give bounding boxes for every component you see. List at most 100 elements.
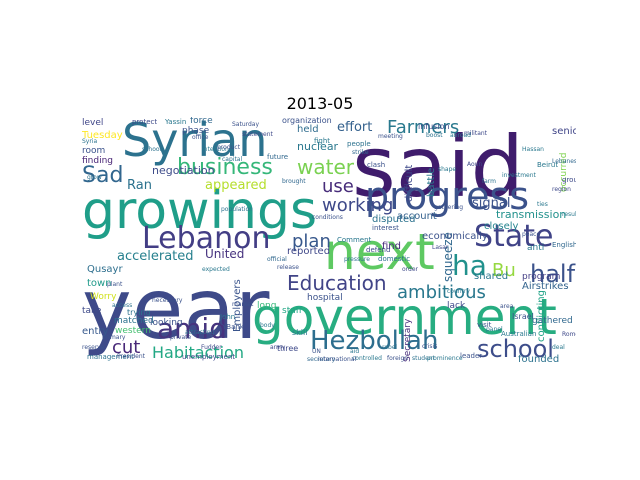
cloud-word: unemployment xyxy=(182,353,236,361)
cloud-word: nuclear xyxy=(297,140,339,153)
cloud-word: expected xyxy=(202,266,230,273)
cloud-word: program xyxy=(522,272,561,282)
cloud-word: long xyxy=(257,301,277,311)
figure-title: 2013-05 xyxy=(286,94,354,113)
cloud-word: foreign xyxy=(387,355,409,362)
cloud-word: product xyxy=(217,144,241,151)
cloud-word: rebel xyxy=(382,344,398,351)
cloud-word: strike xyxy=(352,149,369,156)
cloud-word: Hezbollah xyxy=(310,326,439,356)
cloud-word: Farmers xyxy=(387,117,460,138)
cloud-word: shared xyxy=(474,271,509,282)
cloud-word: Rome xyxy=(562,331,576,338)
cloud-word: English xyxy=(552,241,576,249)
cloud-word: level xyxy=(82,118,104,128)
cloud-word: people xyxy=(347,140,371,148)
cloud-word: year xyxy=(82,260,270,358)
cloud-word: ha xyxy=(452,249,487,282)
cloud-word: staff xyxy=(282,306,302,316)
cloud-word: growings xyxy=(82,181,318,241)
cloud-word: future xyxy=(267,153,289,161)
cloud-word: intention xyxy=(202,146,229,153)
cloud-word: Sad xyxy=(82,163,124,188)
cloud-word: plant xyxy=(107,281,123,288)
cloud-word: secretary xyxy=(307,356,336,363)
cloud-word: international xyxy=(318,356,357,363)
cloud-word: capital xyxy=(222,156,243,163)
cloud-word: Aoun xyxy=(467,161,483,168)
cloud-word: transmission xyxy=(496,208,567,221)
cloud-word: find xyxy=(382,241,401,252)
cloud-word: leader xyxy=(460,352,483,360)
cloud-word: closely xyxy=(484,221,519,232)
cloud-word: force xyxy=(190,117,213,126)
cloud-word: half xyxy=(530,260,576,288)
cloud-word: militant xyxy=(464,130,488,137)
cloud-word: region xyxy=(552,186,571,193)
cloud-word: conditions xyxy=(312,214,343,221)
cloud-word: deal xyxy=(552,344,565,351)
cloud-word: protect xyxy=(132,118,158,126)
cloud-word: working xyxy=(322,195,394,216)
cloud-word: held xyxy=(297,124,319,135)
cloud-word: Bu xyxy=(492,260,516,281)
cloud-word: visit xyxy=(477,321,492,329)
cloud-word: western xyxy=(115,326,151,336)
cloud-word: town xyxy=(87,278,112,289)
cloud-word: farm xyxy=(482,178,496,185)
cloud-word: Syria xyxy=(82,138,98,145)
cloud-word: signal xyxy=(472,196,511,211)
cloud-word: difficult xyxy=(404,164,415,202)
cloud-word: Ran xyxy=(127,178,152,193)
cloud-word: fight xyxy=(314,137,331,145)
cloud-word: Yassin xyxy=(165,118,187,126)
cloud-word: United xyxy=(205,247,245,261)
cloud-word: organization xyxy=(282,117,332,125)
cloud-word: cut xyxy=(112,337,141,358)
cloud-word: peace xyxy=(522,231,541,238)
cloud-word: gathered xyxy=(532,316,573,326)
cloud-word: senior xyxy=(552,126,576,137)
cloud-word: panel xyxy=(486,326,503,333)
cloud-word: UN xyxy=(312,348,321,355)
cloud-word: clash xyxy=(367,161,386,169)
cloud-word: official xyxy=(267,256,287,263)
cloud-word: Worry xyxy=(90,292,117,302)
cloud-word: school xyxy=(142,146,162,153)
cloud-word: army xyxy=(270,344,286,351)
cloud-word: interest xyxy=(372,224,399,232)
cloud-word: Comment xyxy=(337,236,372,244)
cloud-word: take xyxy=(82,306,102,316)
cloud-word: skill xyxy=(292,328,308,337)
cloud-word: result xyxy=(562,211,576,218)
cloud-word: Beirut xyxy=(537,161,559,169)
cloud-word: domestic xyxy=(378,255,411,263)
cloud-word: shape xyxy=(438,166,457,173)
cloud-word: Fudder xyxy=(201,344,222,351)
cloud-word: President xyxy=(117,353,145,360)
cloud-word: looking xyxy=(150,318,183,328)
cloud-word: country xyxy=(447,288,470,295)
cloud-word: Lasar xyxy=(432,244,449,251)
cloud-word: grow xyxy=(87,174,102,181)
cloud-word: Lebanon xyxy=(142,221,271,256)
cloud-word: defend xyxy=(366,246,391,254)
cloud-word: Qusayr xyxy=(87,264,123,275)
cloud-word: Tuesday xyxy=(82,130,123,141)
cloud-word: meeting xyxy=(378,133,403,140)
cloud-word: entry xyxy=(82,326,109,337)
cloud-word: Airstrikes xyxy=(522,281,569,292)
cloud-word: trying xyxy=(127,308,151,317)
cloud-word: government xyxy=(252,288,557,346)
cloud-word: management xyxy=(87,353,134,361)
cloud-word: anti xyxy=(527,243,545,253)
cloud-word: abroad xyxy=(450,132,471,139)
cloud-word: appeared xyxy=(205,178,267,193)
cloud-word: room xyxy=(82,146,106,156)
cloud-word: plan xyxy=(292,231,331,252)
cloud-word: progress xyxy=(365,174,530,218)
cloud-word: group xyxy=(562,176,576,184)
cloud-word: economically xyxy=(422,231,488,242)
cloud-word: gathering xyxy=(434,204,464,211)
cloud-word: Education xyxy=(287,271,387,295)
